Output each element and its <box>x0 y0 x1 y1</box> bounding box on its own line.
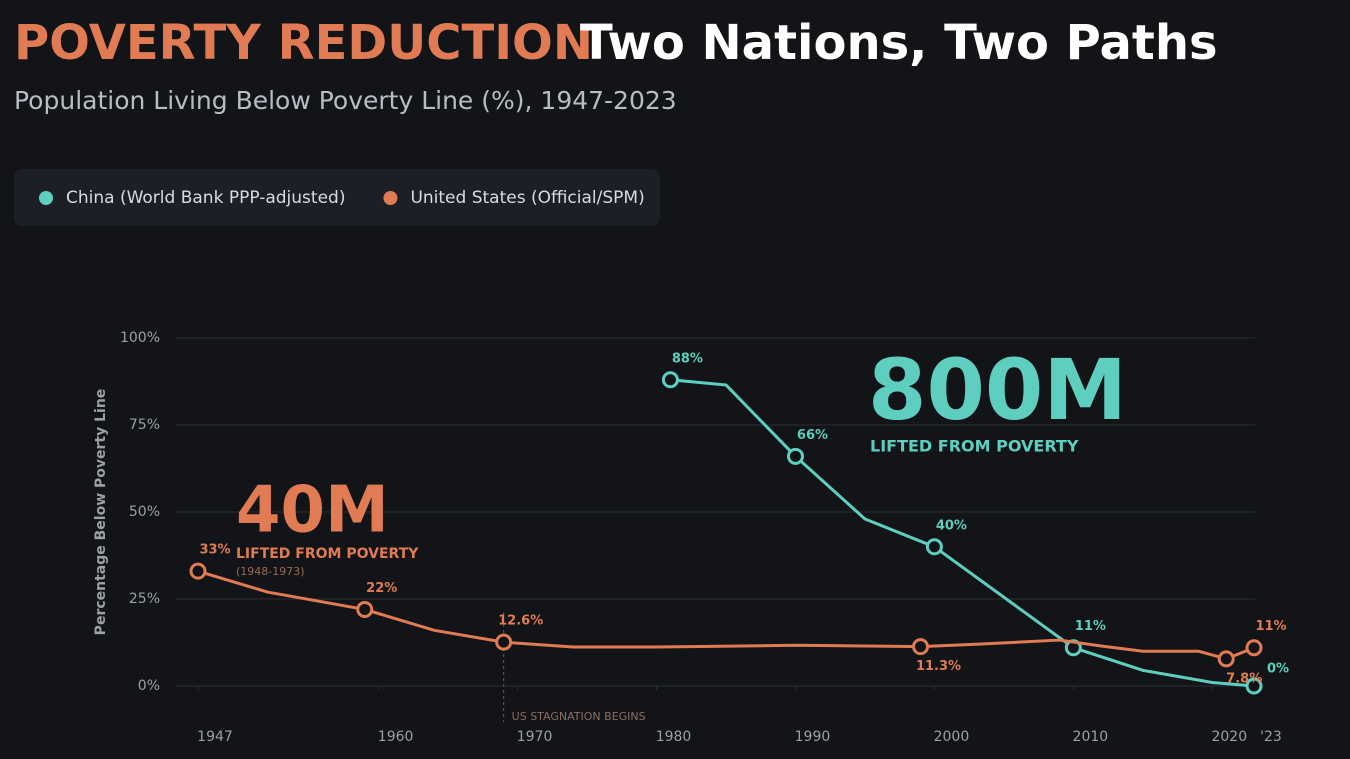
y-axis-label: Percentage Below Poverty Line <box>93 389 109 636</box>
x-tick-label: 2010 <box>1073 729 1109 745</box>
point <box>786 447 804 465</box>
y-tick-label: 25% <box>129 591 160 607</box>
annotation: US STAGNATION BEGINS <box>512 710 646 723</box>
legend-box <box>14 169 660 226</box>
point <box>189 562 207 580</box>
legend-swatch <box>383 191 398 205</box>
data-label: 88% <box>672 351 703 366</box>
annotation-note: (1948-1973) <box>236 565 305 578</box>
y-tick-label: 100% <box>120 330 160 346</box>
data-label: 22% <box>366 581 397 596</box>
point <box>495 633 513 651</box>
x-tick-label: 1960 <box>378 729 414 745</box>
data-label: 11.3% <box>916 659 961 674</box>
x-tick-label: 1980 <box>656 729 692 745</box>
legend-label: United States (Official/SPM) <box>410 188 644 208</box>
point <box>912 638 930 656</box>
x-tick-label: 2020 <box>1211 729 1247 745</box>
data-label: 7.8% <box>1226 671 1262 686</box>
data-label: 66% <box>797 428 828 443</box>
x-tick-label: 1990 <box>795 729 831 745</box>
x-tick-label: 1947 <box>197 729 233 745</box>
y-tick-label: 50% <box>129 504 160 520</box>
data-label: 11% <box>1255 619 1286 634</box>
series-line <box>197 569 1255 661</box>
point <box>661 371 679 389</box>
annotation: LIFTED FROM POVERTY <box>236 546 419 562</box>
legend-swatch <box>39 191 53 205</box>
data-label: 40% <box>936 518 967 533</box>
title-highlight: POVERTY REDUCTION <box>14 15 593 71</box>
data-label: 12.6% <box>498 614 543 629</box>
title: Two Nations, Two Paths <box>580 15 1218 71</box>
data-label: 0% <box>1267 662 1289 677</box>
y-tick-label: 75% <box>129 417 160 433</box>
point <box>356 600 374 618</box>
point <box>925 538 943 556</box>
point <box>1217 650 1235 668</box>
x-tick-label: 1970 <box>517 729 553 745</box>
point <box>1245 677 1263 695</box>
data-label: 11% <box>1075 619 1106 634</box>
point <box>1245 639 1263 657</box>
y-tick-label: 0% <box>138 678 160 694</box>
x-tick-label: '23 <box>1260 729 1282 745</box>
annotation: LIFTED FROM POVERTY <box>870 437 1079 456</box>
legend-label: China (World Bank PPP-adjusted) <box>66 188 345 208</box>
annotation-big: 800M <box>868 341 1127 439</box>
data-label: 33% <box>199 543 230 558</box>
subtitle: Population Living Below Poverty Line (%)… <box>14 86 677 115</box>
x-tick-label: 2000 <box>934 729 970 745</box>
annotation-big: 40M <box>236 474 389 548</box>
